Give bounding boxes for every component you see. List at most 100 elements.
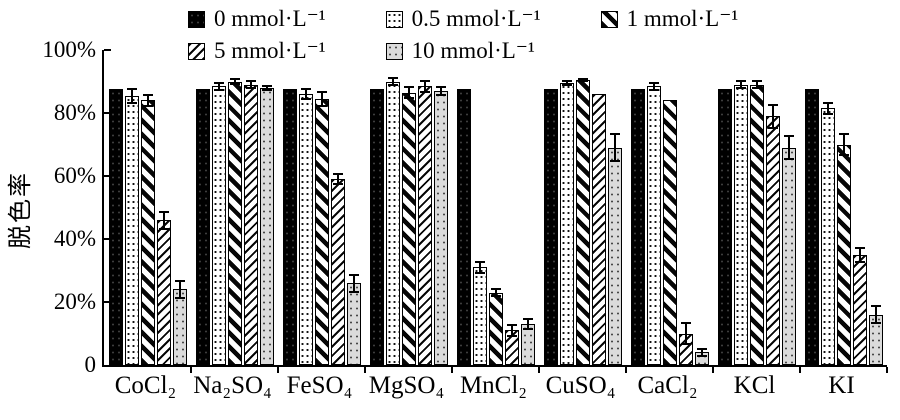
error-bar xyxy=(419,79,430,93)
bar xyxy=(662,50,677,365)
error-bar xyxy=(213,81,224,91)
bar-fill xyxy=(346,283,361,365)
error-bar xyxy=(506,324,517,337)
bar-fill xyxy=(259,87,274,365)
y-tick-label: 40% xyxy=(53,226,96,251)
error-bar xyxy=(609,133,620,162)
legend-label: 5 mmol·L⁻¹ xyxy=(214,38,326,63)
bar xyxy=(717,50,732,365)
y-tick-label: 100% xyxy=(42,37,96,62)
bar-fill xyxy=(108,89,123,365)
bar-fill xyxy=(543,89,558,365)
error-bar xyxy=(245,79,256,90)
bar xyxy=(543,50,558,365)
bar-fill xyxy=(124,95,139,365)
bar xyxy=(369,50,384,365)
bar xyxy=(575,50,590,365)
bar xyxy=(330,50,345,365)
error-bar xyxy=(767,103,778,129)
bar xyxy=(678,50,693,365)
bar-fill xyxy=(433,90,448,365)
error-bar xyxy=(522,317,533,331)
bar-fill xyxy=(243,84,258,365)
bar-fill xyxy=(227,81,242,365)
x-category-label: CuSO₄ xyxy=(545,372,616,399)
bar-fill xyxy=(456,89,471,365)
bar-fill xyxy=(488,292,503,365)
bar xyxy=(559,50,574,365)
bar-fill xyxy=(298,94,313,365)
bar xyxy=(298,50,313,365)
bar-fill xyxy=(575,79,590,365)
legend-label: 0 mmol·L⁻¹ xyxy=(214,6,326,31)
y-tick-label: 20% xyxy=(53,289,96,314)
x-tick-mark xyxy=(798,367,801,373)
bar-fill xyxy=(401,92,416,365)
bar xyxy=(630,50,645,365)
plot-area xyxy=(102,49,888,373)
y-tick-mark xyxy=(104,175,111,177)
y-tick-label: 80% xyxy=(53,100,96,125)
bar-fill xyxy=(282,89,297,365)
error-bar xyxy=(696,347,707,358)
bar xyxy=(195,50,210,365)
bar-group-KI xyxy=(800,50,887,365)
bar-fill xyxy=(385,81,400,365)
x-category-label: Na₂SO₄ xyxy=(193,372,272,399)
bar xyxy=(259,50,274,365)
bar-fill xyxy=(520,324,535,365)
legend-swatch-icon xyxy=(188,10,205,28)
bar xyxy=(472,50,487,365)
bar xyxy=(456,50,471,365)
bar xyxy=(591,50,606,365)
bar-group-KCl xyxy=(713,50,800,365)
bar-fill xyxy=(607,147,622,365)
bar xyxy=(749,50,764,365)
bar xyxy=(868,50,883,365)
y-tick-mark xyxy=(104,238,111,240)
error-bar xyxy=(435,86,446,96)
bar-group-FeSO₄ xyxy=(278,50,365,365)
bar-fill xyxy=(749,84,764,365)
bar-fill xyxy=(140,100,155,365)
legend-item: 0.5 mmol·L⁻¹ xyxy=(385,6,541,32)
x-tick-mark xyxy=(189,367,192,373)
bar xyxy=(243,50,258,365)
bar-fill xyxy=(717,89,732,365)
error-bar xyxy=(648,81,659,91)
error-bar xyxy=(680,322,691,345)
x-tick-mark xyxy=(363,367,366,373)
bar-fill xyxy=(781,147,796,365)
legend-label: 10 mmol·L⁻¹ xyxy=(411,38,535,63)
error-bar xyxy=(348,273,359,293)
error-bar xyxy=(577,77,588,82)
error-bar xyxy=(474,261,485,274)
error-bar xyxy=(316,90,327,107)
x-tick-mark xyxy=(712,367,714,373)
x-category-label: CaCl₂ xyxy=(637,372,698,399)
bar xyxy=(836,50,851,365)
bar-group-CoCl₂ xyxy=(104,50,191,365)
bar xyxy=(520,50,535,365)
bar-fill xyxy=(765,116,780,365)
legend-item: 5 mmol·L⁻¹ xyxy=(188,38,326,64)
bar-fill xyxy=(868,314,883,365)
bar xyxy=(781,50,796,365)
error-bar xyxy=(300,87,311,101)
legend: 0 mmol·L⁻¹ 0.5 mmol·L⁻¹ 1 mmol·L⁻¹ 5 mmol·L… xyxy=(188,3,798,67)
x-category-label: MgSO₄ xyxy=(368,372,445,399)
error-bar xyxy=(261,84,272,91)
error-bar xyxy=(332,172,343,186)
error-bar xyxy=(870,305,881,325)
bar-fill xyxy=(820,108,835,365)
error-bar xyxy=(158,210,169,230)
bar xyxy=(211,50,226,365)
legend-item: 0 mmol·L⁻¹ xyxy=(188,6,326,32)
bar xyxy=(804,50,819,365)
bar xyxy=(504,50,519,365)
x-category-label: KCl xyxy=(733,372,776,399)
bar xyxy=(227,50,242,365)
bar-fill xyxy=(211,86,226,365)
x-category-label: CoCl₂ xyxy=(114,372,177,399)
error-bar xyxy=(838,133,849,156)
